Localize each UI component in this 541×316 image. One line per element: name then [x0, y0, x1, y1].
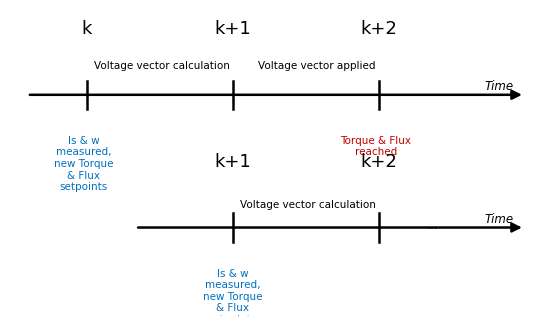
Text: Voltage vector calculation: Voltage vector calculation: [94, 61, 230, 71]
Text: Time: Time: [484, 213, 513, 226]
Text: Is & w
measured,
new Torque
& Flux
setpoints: Is & w measured, new Torque & Flux setpo…: [54, 136, 114, 192]
Text: Time: Time: [484, 80, 513, 93]
Text: k+1: k+1: [214, 20, 251, 38]
Text: Torque & Flux
reached: Torque & Flux reached: [340, 136, 412, 157]
Text: k+2: k+2: [360, 153, 397, 171]
Text: Voltage vector calculation: Voltage vector calculation: [240, 200, 376, 210]
Text: k: k: [81, 20, 92, 38]
Text: Is & w
measured,
new Torque
& Flux
setpoints: Is & w measured, new Torque & Flux setpo…: [203, 269, 262, 316]
Text: ...: ...: [427, 219, 439, 233]
Text: Voltage vector applied: Voltage vector applied: [259, 61, 376, 71]
Text: k+1: k+1: [214, 153, 251, 171]
Text: k+2: k+2: [360, 20, 397, 38]
